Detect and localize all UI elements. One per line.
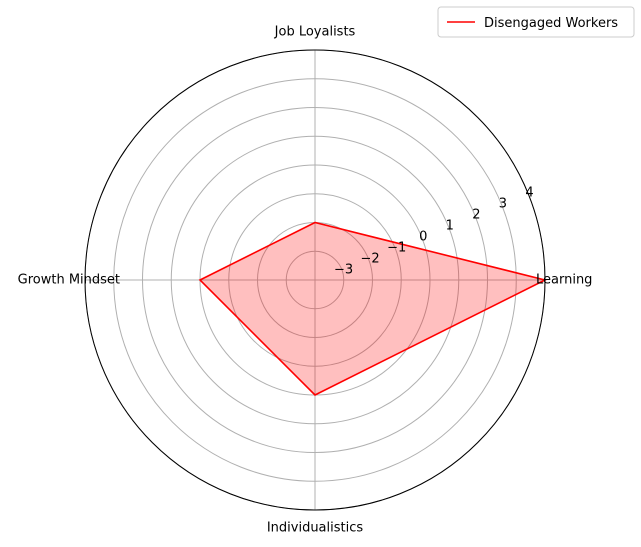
category-label-1: Job Loyalists xyxy=(274,25,356,40)
radial-tick-label: 4 xyxy=(525,185,533,200)
label-layer: −3 −2 −1 0 1 2 3 4 Learning Job Loyalists Growth M… xyxy=(18,25,593,536)
radial-tick-label: −1 xyxy=(387,240,406,255)
series-area-0 xyxy=(200,222,545,395)
category-label-2: Growth Mindset xyxy=(18,273,120,288)
category-label-0: Learning xyxy=(536,273,592,288)
radial-tick-label: 3 xyxy=(499,196,507,211)
radial-tick-label: 2 xyxy=(472,207,480,222)
legend: Disengaged Workers xyxy=(437,6,635,38)
radial-tick-label: 0 xyxy=(419,229,427,244)
outer-ring xyxy=(84,49,546,511)
legend-box xyxy=(437,6,635,38)
series-line-0 xyxy=(198,221,548,396)
legend-label: Disengaged Workers xyxy=(484,16,618,31)
radial-tick-label: 1 xyxy=(446,218,454,233)
series-layer xyxy=(198,221,548,396)
radial-tick-label: −3 xyxy=(334,263,353,278)
radial-tick-label: −2 xyxy=(361,252,380,267)
category-label-3: Individualistics xyxy=(267,521,364,536)
